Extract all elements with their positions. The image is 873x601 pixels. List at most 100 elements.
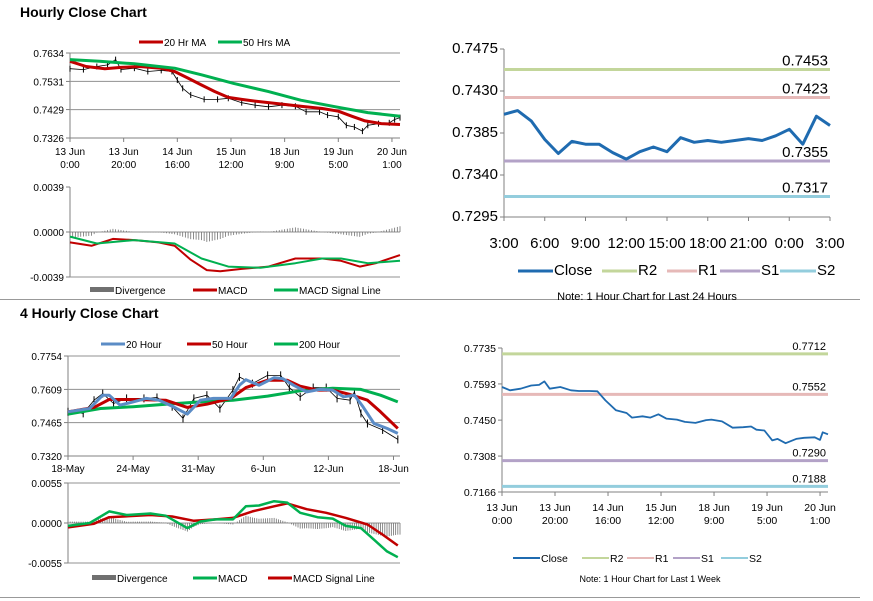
x-tick-label: 14 Jun (162, 147, 192, 158)
legend-item: R1 (667, 262, 717, 279)
hourly-chart-title: Hourly Close Chart (20, 4, 147, 20)
y-tick-label: 0.7430 (452, 82, 498, 99)
x-tick-label: 12:00 (607, 235, 645, 252)
x-tick-label: 1:00 (382, 160, 402, 171)
x-tick-label: 6-Jun (251, 464, 276, 475)
legend-item: S1 (673, 553, 714, 565)
y-tick-label: 0.7465 (31, 419, 62, 430)
x-tick-label: 1:00 (810, 515, 831, 527)
x-tick-label: 20:00 (111, 160, 136, 171)
four-hourly-chart-title: 4 Hourly Close Chart (20, 305, 159, 321)
legend-item: 50 Hour (187, 340, 248, 351)
x-tick-label: 9:00 (571, 235, 600, 252)
y-tick-label: 0.7166 (464, 487, 496, 499)
legend-label: R1 (655, 553, 669, 565)
x-tick-label: 18 Jun (698, 502, 730, 514)
x-tick-label: 9:00 (275, 160, 295, 171)
legend-label: R2 (610, 553, 624, 565)
legend-item: 20 Hour (101, 340, 162, 351)
legend-label: 200 Hour (299, 340, 341, 351)
level-label-r2: 0.7712 (792, 341, 826, 353)
legend-item: MACD (193, 286, 247, 297)
legend-label: Divergence (117, 574, 168, 585)
legend-item: Divergence (92, 574, 168, 585)
legend-swatch (92, 575, 116, 580)
y-tick-label: 0.7326 (33, 134, 64, 145)
legend-label: 20 Hour (126, 340, 162, 351)
level-label-r2: 0.7453 (782, 53, 828, 70)
x-tick-label: 9:00 (704, 515, 725, 527)
legend-item: Close (518, 262, 592, 279)
section-divider (0, 299, 860, 300)
x-tick-label: 15 Jun (645, 502, 677, 514)
x-tick-label: 15 Jun (216, 147, 246, 158)
level-label-s2: 0.7317 (782, 179, 828, 196)
x-tick-label: 13 Jun (539, 502, 571, 514)
y-tick-label: 0.7634 (33, 49, 64, 60)
macd-line (67, 499, 399, 559)
legend-item: S2 (780, 262, 835, 279)
chart-note: Note: 1 Hour Chart for Last 24 Hours (557, 291, 737, 303)
y-tick-label: 0.7340 (452, 166, 498, 183)
legend-item: 200 Hour (274, 340, 341, 351)
macd-signal-line (69, 235, 401, 269)
legend-item: S1 (720, 262, 779, 279)
y-tick-label: 0.0055 (31, 479, 62, 490)
y-tick-label: -0.0055 (28, 559, 62, 570)
x-tick-label: 3:00 (489, 235, 518, 252)
legend-item: R2 (602, 262, 657, 279)
x-tick-label: 20:00 (542, 515, 568, 527)
legend-item: R1 (627, 553, 669, 565)
legend-label: Close (541, 553, 568, 565)
y-tick-label: 0.7385 (452, 124, 498, 141)
legend-label: Close (554, 262, 592, 279)
y-tick-label: 0.0000 (33, 228, 64, 239)
level-label-r1: 0.7552 (792, 381, 826, 393)
x-tick-label: 6:00 (530, 235, 559, 252)
legend-label: S2 (749, 553, 762, 565)
x-tick-label: 12:00 (648, 515, 674, 527)
ma20-line (69, 59, 401, 126)
x-tick-label: 18-May (51, 464, 84, 475)
chart-note: Note: 1 Hour Chart for Last 1 Week (580, 574, 721, 584)
x-tick-label: 20 Jun (377, 147, 407, 158)
legend-label: MACD Signal Line (293, 574, 375, 585)
level-label-s1: 0.7355 (782, 144, 828, 161)
y-tick-label: 0.0039 (33, 183, 64, 194)
y-tick-label: 0.7308 (464, 451, 496, 463)
x-tick-label: 31-May (182, 464, 215, 475)
x-tick-label: 12:00 (218, 160, 243, 171)
legend-label: 50 Hrs MA (243, 38, 291, 49)
bottom-divider (0, 597, 860, 598)
y-tick-label: 0.7754 (31, 352, 62, 363)
close-line (501, 380, 829, 445)
close-series (69, 59, 401, 132)
close-line (503, 109, 831, 161)
ma20-line (67, 376, 399, 435)
legend-label: S1 (761, 262, 779, 279)
y-tick-label: -0.0039 (30, 273, 64, 284)
legend-item: MACD (193, 574, 247, 585)
x-tick-label: 24-May (116, 464, 149, 475)
y-tick-label: 0.7531 (33, 77, 64, 88)
legend-item: MACD Signal Line (268, 574, 375, 585)
y-tick-label: 0.7320 (31, 452, 62, 463)
ma200-line (67, 386, 399, 416)
y-tick-label: 0.7735 (464, 343, 496, 355)
legend-label: S1 (701, 553, 714, 565)
legend-label: R1 (698, 262, 717, 279)
x-tick-label: 19 Jun (751, 502, 783, 514)
legend-item: 50 Hrs MA (218, 38, 291, 49)
x-tick-label: 20 Jun (804, 502, 836, 514)
y-tick-label: 0.0000 (31, 519, 62, 530)
x-tick-label: 0:00 (775, 235, 804, 252)
legend-label: MACD (218, 286, 247, 297)
ma50-line (69, 58, 401, 118)
y-tick-label: 0.7593 (464, 379, 496, 391)
x-tick-label: 21:00 (730, 235, 768, 252)
legend-label: MACD (218, 574, 247, 585)
level-label-s1: 0.7290 (792, 448, 826, 460)
x-tick-label: 14 Jun (592, 502, 624, 514)
y-tick-label: 0.7609 (31, 385, 62, 396)
